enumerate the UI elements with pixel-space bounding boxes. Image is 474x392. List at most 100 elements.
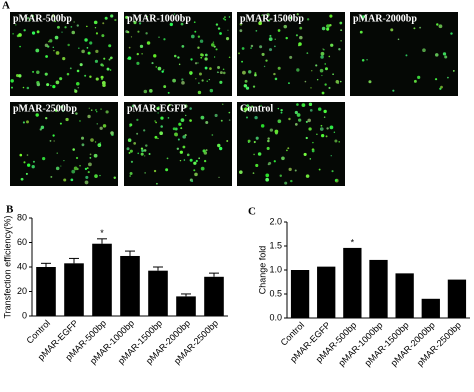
cell <box>157 112 159 114</box>
cell <box>55 80 60 85</box>
cell <box>172 78 176 83</box>
cell <box>286 149 288 152</box>
cell <box>258 21 263 26</box>
cell <box>219 32 222 35</box>
cell <box>181 44 185 48</box>
cell <box>265 173 270 178</box>
cell <box>87 114 91 119</box>
cell <box>326 25 329 28</box>
image-label: pMAR-EGFP <box>127 103 186 114</box>
cell <box>45 116 48 120</box>
cell <box>228 119 231 121</box>
cell <box>220 119 223 122</box>
cell <box>323 109 327 114</box>
cell <box>208 78 211 81</box>
cell <box>181 78 184 81</box>
cell <box>329 14 333 18</box>
cell <box>324 63 326 65</box>
cell <box>189 158 193 162</box>
cell <box>75 156 79 160</box>
cell <box>241 60 243 63</box>
cell <box>339 80 342 83</box>
cell <box>205 149 208 152</box>
cell <box>64 26 67 29</box>
cell <box>197 90 202 95</box>
cell <box>280 108 283 112</box>
cell <box>99 174 101 177</box>
cell <box>422 48 426 53</box>
cell <box>126 58 129 60</box>
cell <box>133 20 136 23</box>
cell <box>330 43 334 47</box>
cell <box>108 58 111 61</box>
cell <box>368 80 372 84</box>
cell <box>329 125 334 130</box>
y-tick-label: 0.5 <box>269 288 282 298</box>
cell <box>109 69 112 71</box>
cell <box>284 181 288 185</box>
cell <box>129 125 131 128</box>
cell <box>340 29 343 32</box>
cell <box>450 32 453 35</box>
cell <box>190 58 193 61</box>
cell <box>113 176 116 180</box>
cell <box>269 34 272 37</box>
cell <box>52 134 55 137</box>
cell <box>136 118 139 122</box>
cell <box>126 147 130 151</box>
cell <box>217 27 221 30</box>
cell <box>311 149 315 153</box>
cell <box>182 136 184 138</box>
cell <box>204 53 208 57</box>
cell <box>214 56 216 58</box>
cell <box>74 89 78 93</box>
annotation: * <box>100 228 104 238</box>
cell <box>325 135 328 138</box>
cell <box>268 19 271 22</box>
cell <box>90 138 94 142</box>
cell <box>95 49 99 53</box>
cell <box>50 175 53 178</box>
bar <box>395 273 414 318</box>
cell <box>130 160 134 163</box>
cell <box>67 43 70 47</box>
cell <box>10 79 14 83</box>
cell <box>163 38 166 41</box>
cell <box>185 114 187 117</box>
cell <box>63 178 67 182</box>
cell <box>143 149 147 152</box>
cell <box>306 52 309 55</box>
cell <box>179 150 183 154</box>
cell <box>222 68 225 71</box>
cell <box>49 139 52 142</box>
cell <box>218 146 223 151</box>
cell <box>141 149 145 153</box>
cell <box>266 13 270 17</box>
cell <box>316 133 318 136</box>
cell <box>295 34 298 37</box>
cell <box>210 43 215 47</box>
cell <box>177 56 180 59</box>
cell <box>321 26 326 31</box>
cell <box>26 86 30 90</box>
cell <box>98 144 100 147</box>
cell <box>65 117 69 122</box>
cell <box>140 152 144 156</box>
cell <box>75 81 80 86</box>
error-bar <box>209 272 219 277</box>
bar <box>290 270 310 318</box>
cell <box>61 31 63 33</box>
cell <box>84 180 89 185</box>
cell <box>198 157 200 160</box>
cell <box>84 74 87 77</box>
cell <box>255 163 259 168</box>
cell <box>186 153 190 157</box>
cell <box>324 67 328 71</box>
cell <box>73 166 78 171</box>
cell <box>180 127 183 130</box>
cell <box>259 45 263 49</box>
cell <box>36 30 40 34</box>
cell <box>179 159 182 162</box>
cell <box>298 118 302 122</box>
panel-label: C <box>248 206 256 218</box>
